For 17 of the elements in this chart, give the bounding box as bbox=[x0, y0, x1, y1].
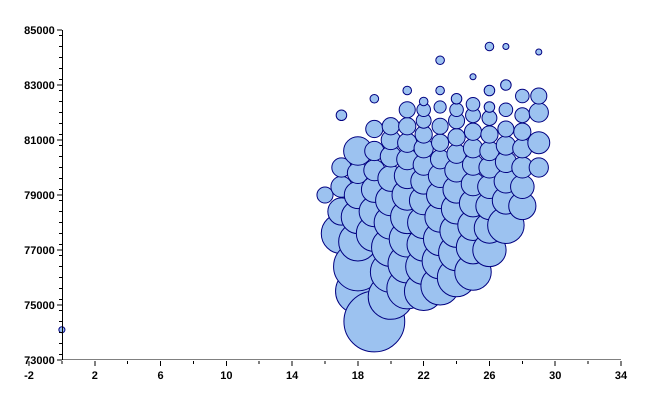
x-tick-label: 30 bbox=[549, 370, 562, 382]
x-tick-label: 34 bbox=[614, 370, 628, 382]
x-tick-label: -2 bbox=[24, 370, 34, 382]
y-tick-label: 81000 bbox=[24, 134, 55, 147]
y-tick-label: 83000 bbox=[24, 80, 55, 92]
x-tick-label: 22 bbox=[418, 370, 430, 382]
y-tick-label: 79000 bbox=[24, 190, 55, 202]
x-tick-label: 14 bbox=[286, 370, 300, 382]
y-tick-label: 75000 bbox=[24, 300, 55, 312]
y-tick-label: 77000 bbox=[24, 244, 55, 257]
y-tick-label: 73000 bbox=[24, 354, 55, 367]
x-tick-label: 6 bbox=[157, 370, 164, 382]
y-tick-label: 85000 bbox=[24, 24, 55, 37]
x-tick-label: 10 bbox=[220, 370, 232, 382]
x-tick-label: 2 bbox=[92, 370, 98, 382]
x-tick-label: 18 bbox=[352, 370, 364, 382]
x-tick-label: 26 bbox=[483, 370, 496, 382]
